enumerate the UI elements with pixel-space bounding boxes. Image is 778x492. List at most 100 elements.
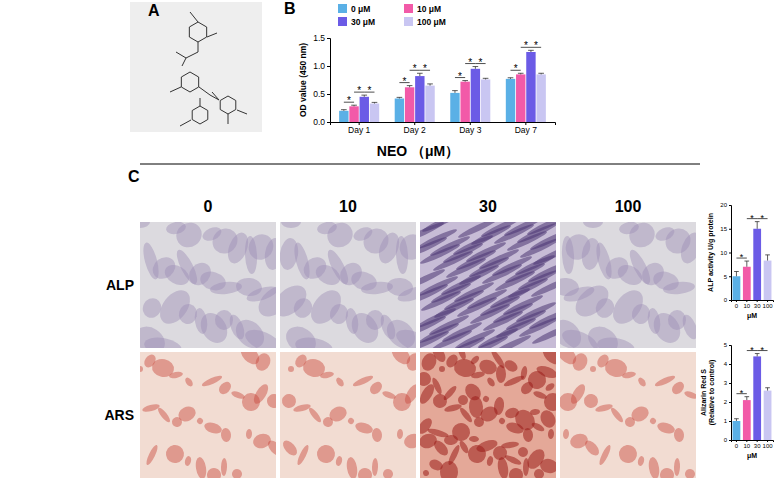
micrograph-texture: [477, 326, 519, 348]
micrograph-texture: [440, 461, 458, 478]
micrograph-texture: [595, 403, 614, 413]
micrograph-texture: [420, 416, 435, 436]
tick-mark: [729, 276, 731, 277]
tick-label: Day 7: [515, 125, 537, 135]
micrograph-texture: [457, 352, 468, 361]
axis-title: μM: [747, 312, 757, 320]
error-bar: [407, 86, 413, 88]
tick-label: 0: [724, 297, 728, 303]
micrograph-texture: [637, 376, 648, 388]
y-tick: 20: [720, 202, 731, 208]
bar: [743, 400, 751, 440]
tick-label: 1.5: [313, 33, 325, 43]
error-bar: [361, 95, 367, 97]
bar: [370, 104, 379, 122]
micrograph-texture: [449, 420, 473, 444]
tick-mark: [729, 383, 731, 384]
tick-mark: [767, 440, 768, 442]
micrograph-texture: [440, 273, 482, 297]
tick-label: 4: [724, 361, 728, 367]
error-bar: [351, 105, 357, 106]
micrograph-texture: [220, 428, 231, 443]
micrograph-field: [420, 352, 556, 478]
micrograph-texture: [327, 404, 349, 425]
micrograph-texture: [345, 456, 358, 478]
micrograph-texture: [649, 417, 657, 425]
micrograph-texture: [629, 404, 651, 425]
micrograph-texture: [427, 427, 450, 439]
micrograph-texture: [683, 390, 696, 400]
micrograph-texture: [498, 417, 506, 425]
micrograph-texture: [420, 306, 457, 330]
legend-swatch: [338, 17, 347, 26]
micrograph-texture: [458, 439, 470, 454]
column-label: 10: [339, 198, 357, 215]
micrograph-texture: [626, 247, 654, 286]
micrograph-texture: [237, 352, 262, 368]
tick-mark: [327, 66, 330, 67]
micrograph-texture: [371, 428, 382, 443]
structure-bond: [237, 110, 247, 114]
bar: [339, 111, 348, 122]
micrograph-texture: [388, 352, 413, 368]
micrograph-texture: [142, 403, 161, 413]
tick-mark: [729, 205, 731, 206]
x-tick: 30: [754, 300, 761, 309]
micrograph-texture: [439, 366, 445, 372]
y-tick: 10: [720, 250, 731, 256]
micrograph-texture: [561, 230, 595, 265]
significance-label: *: [524, 40, 528, 51]
x-tick: Day 3: [459, 122, 481, 135]
x-tick: Day 1: [348, 122, 370, 135]
legend: 0 μM10 μM30 μM100 μM: [338, 4, 446, 27]
bar: [360, 97, 369, 122]
x-axis: 01030100: [732, 300, 774, 309]
bar: [506, 79, 515, 122]
micrograph-texture: [266, 393, 276, 409]
panel-label: C: [128, 168, 140, 185]
x-axis: 01030100: [732, 440, 774, 449]
column-label: 100: [615, 198, 642, 215]
micrograph-texture: [595, 352, 611, 369]
tick-label: Day 3: [459, 125, 481, 135]
bar: [481, 79, 490, 122]
micrograph-texture: [583, 321, 623, 348]
error-bar: [744, 397, 749, 400]
micrograph-texture: [295, 444, 310, 466]
axis-title: ALP activity U/g protein: [707, 213, 715, 292]
micrograph-texture: [607, 285, 649, 330]
bar: [536, 74, 545, 122]
tick-label: 30: [754, 303, 761, 309]
micrograph-field: [140, 352, 276, 478]
micrograph-texture: [670, 379, 687, 396]
micrograph-texture: [654, 374, 677, 388]
error-bar: [508, 78, 514, 79]
error-bar: [734, 272, 739, 277]
micrograph-texture: [656, 421, 676, 436]
y-axis: 0.00.51.01.5: [313, 33, 330, 127]
tick-mark: [729, 440, 731, 441]
tick-label: 100: [763, 443, 774, 449]
micrograph-texture: [386, 277, 413, 297]
y-axis: 05101520: [720, 202, 731, 303]
y-tick: 1.0: [313, 61, 330, 71]
micrograph-texture: [203, 421, 223, 436]
micrograph-texture: [251, 382, 271, 406]
y-tick: 0.5: [313, 89, 330, 99]
structure-bond: [207, 33, 217, 37]
axis-title: Alizarin Red S: [700, 369, 707, 416]
micrograph-texture: [583, 393, 599, 409]
bar: [764, 391, 772, 440]
column-label: 0: [204, 198, 213, 215]
micrograph-texture: [568, 382, 588, 406]
micrograph-texture: [194, 456, 207, 478]
x-tick: 0: [735, 300, 739, 309]
micrograph: [420, 352, 556, 478]
error-bar: [462, 81, 468, 82]
tick-label: 5: [724, 274, 728, 280]
micrograph-texture: [305, 285, 347, 330]
micrograph-texture: [444, 403, 463, 413]
significance-label: *: [468, 57, 472, 68]
micrograph-texture: [684, 468, 696, 478]
micrograph-texture: [368, 379, 385, 396]
